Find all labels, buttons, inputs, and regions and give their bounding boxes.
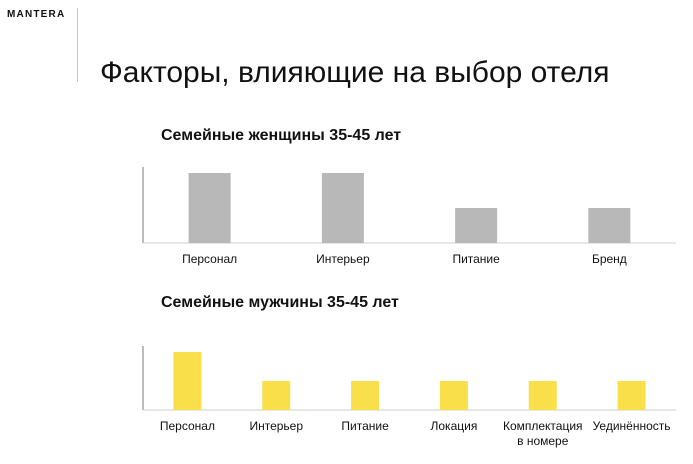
women-bar-3	[455, 208, 498, 243]
women-bar-1	[188, 173, 231, 243]
page-title: Факторы, влияющие на выбор отеля	[100, 56, 610, 89]
women-category-label-4: Бренд	[592, 252, 627, 266]
men-category-label-1: Персонал	[160, 419, 215, 433]
men-bar-1	[173, 352, 202, 410]
women-category-label-1: Персонал	[182, 252, 237, 266]
women-category-label-2: Интерьер	[316, 252, 370, 266]
women-bar-4	[588, 208, 631, 243]
chart-women: Персонал Интерьер Питание Бренд	[142, 167, 676, 266]
men-category-label-5: Комплектация в номере	[503, 419, 583, 448]
chart-men-title: Семейные мужчины 35-45 лет	[161, 294, 399, 311]
men-bar-6	[617, 381, 646, 410]
chart-women-title: Семейные женщины 35-45 лет	[161, 127, 402, 144]
men-bar-4	[439, 381, 468, 410]
chart-men: Персонал Интерьер Питание Локация Комплектац…	[142, 346, 676, 448]
women-category-label-3: Питание	[452, 252, 500, 266]
header-divider	[77, 8, 78, 82]
brand-logo: MANTERA	[7, 9, 66, 20]
men-category-label-6: Уединённость	[593, 419, 671, 433]
men-bar-3	[351, 381, 380, 410]
men-category-label-2: Интерьер	[249, 419, 303, 433]
men-bar-2	[262, 381, 291, 410]
men-category-label-3: Питание	[341, 419, 389, 433]
women-bar-2	[321, 173, 364, 243]
men-bar-5	[528, 381, 557, 410]
men-category-label-4: Локация	[431, 419, 478, 433]
